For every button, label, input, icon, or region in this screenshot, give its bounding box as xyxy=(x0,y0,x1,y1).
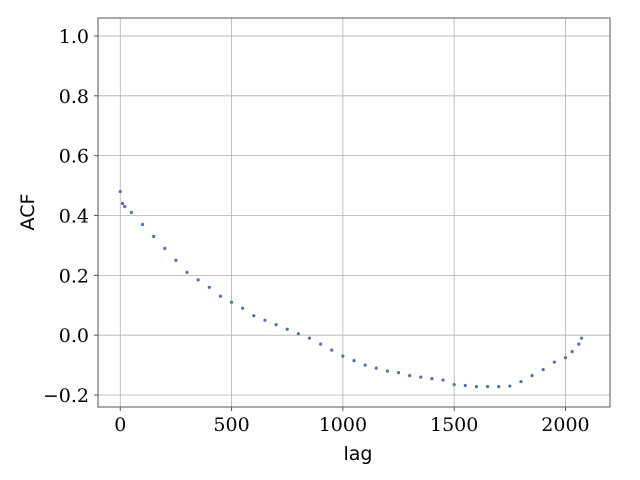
x-tick-label: 1000 xyxy=(319,414,367,436)
grid xyxy=(98,18,610,407)
x-axis-label: lag xyxy=(344,443,373,465)
data-point xyxy=(207,285,211,289)
data-point xyxy=(396,370,401,375)
y-tick-label: −0.2 xyxy=(43,385,89,407)
data-point xyxy=(263,318,267,322)
data-point xyxy=(497,385,501,389)
data-point xyxy=(577,342,581,346)
data-point xyxy=(385,369,389,373)
x-tick-label: 0 xyxy=(114,414,126,436)
data-point xyxy=(352,359,356,363)
data-point xyxy=(120,201,125,206)
data-point xyxy=(296,332,300,336)
y-tick-label: 0.6 xyxy=(59,146,89,168)
data-point xyxy=(129,210,133,215)
data-point xyxy=(341,354,345,358)
data-point xyxy=(408,373,412,378)
data-point xyxy=(140,222,145,227)
plot-frame xyxy=(97,17,611,408)
data-point xyxy=(252,314,256,318)
data-point xyxy=(430,376,434,381)
data-point xyxy=(563,356,568,360)
x-tick-label: 500 xyxy=(213,414,249,436)
data-point xyxy=(419,375,423,379)
data-point xyxy=(123,204,127,209)
x-axis-ticks: 0 500 1000 1500 2000 xyxy=(114,407,590,436)
data-point xyxy=(541,367,545,372)
y-tick-label: 0.8 xyxy=(59,86,89,108)
data-point xyxy=(319,342,323,346)
data-point xyxy=(519,379,523,384)
data-point xyxy=(452,382,456,387)
data-point xyxy=(441,378,445,382)
data-point xyxy=(196,278,200,282)
data-point xyxy=(218,294,223,298)
data-point xyxy=(274,323,278,327)
x-tick-label: 1500 xyxy=(430,414,478,436)
y-axis-label: ACF xyxy=(17,194,39,231)
x-tick-label: 2000 xyxy=(541,414,589,436)
y-tick-label: 1.0 xyxy=(59,26,89,48)
data-point xyxy=(307,336,312,340)
data-point xyxy=(174,258,178,262)
data-point xyxy=(463,383,467,388)
data-point xyxy=(163,246,167,251)
data-points xyxy=(118,189,584,389)
data-point xyxy=(374,366,378,370)
data-point xyxy=(185,270,189,274)
data-point xyxy=(363,363,367,367)
data-point xyxy=(485,385,490,389)
y-tick-label: 0.0 xyxy=(59,325,89,347)
data-point xyxy=(229,300,234,304)
data-point xyxy=(118,189,122,194)
data-point xyxy=(241,306,245,310)
data-point xyxy=(579,336,584,340)
data-point xyxy=(530,373,534,378)
y-tick-label: 0.4 xyxy=(59,205,89,227)
y-tick-label: 0.2 xyxy=(59,265,89,287)
data-point xyxy=(570,350,574,354)
data-point xyxy=(552,360,556,364)
y-axis-ticks: −0.2 0.0 0.2 0.4 0.6 0.8 1.0 xyxy=(43,26,98,407)
data-point xyxy=(152,234,156,239)
data-point xyxy=(285,327,289,331)
data-point xyxy=(508,384,512,388)
data-point xyxy=(330,348,334,352)
data-point xyxy=(474,385,479,389)
